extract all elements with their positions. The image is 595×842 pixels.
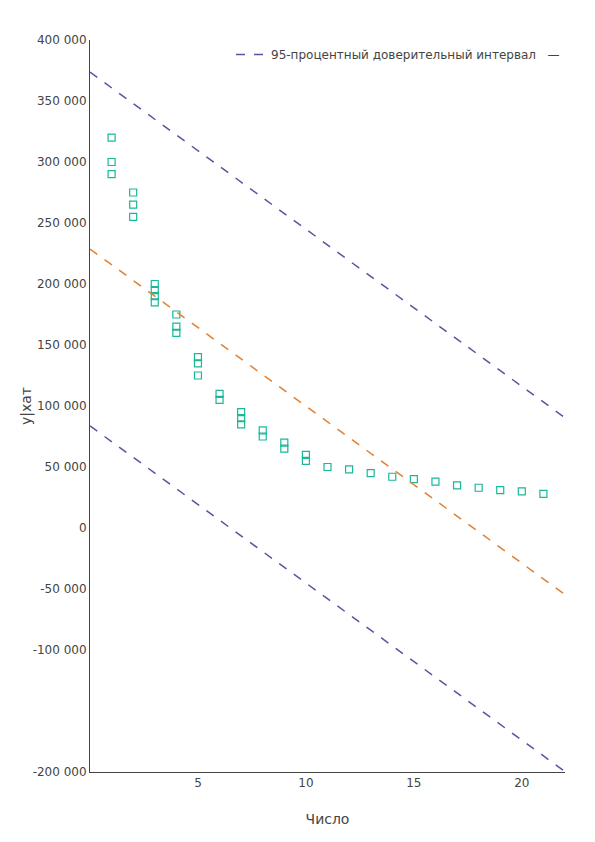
svg-text:300 000: 300 000	[37, 155, 87, 169]
svg-text:95-процентный доверительный ин: 95-процентный доверительный интервал —	[271, 48, 559, 62]
svg-text:250 000: 250 000	[37, 216, 87, 230]
svg-text:0: 0	[79, 521, 87, 535]
svg-text:20: 20	[514, 776, 529, 790]
svg-text:у|хат: у|хат	[18, 387, 35, 425]
svg-text:5: 5	[194, 776, 202, 790]
svg-text:200 000: 200 000	[37, 277, 87, 291]
svg-text:-50 000: -50 000	[40, 582, 86, 596]
svg-text:-100 000: -100 000	[33, 643, 87, 657]
svg-text:10: 10	[298, 776, 313, 790]
svg-text:-200 000: -200 000	[33, 765, 87, 779]
svg-text:50 000: 50 000	[45, 460, 87, 474]
svg-text:150 000: 150 000	[37, 338, 87, 352]
svg-text:100 000: 100 000	[37, 399, 87, 413]
svg-text:400 000: 400 000	[37, 33, 87, 47]
svg-text:15: 15	[406, 776, 421, 790]
svg-text:350 000: 350 000	[37, 94, 87, 108]
svg-text:Число: Число	[306, 811, 350, 827]
